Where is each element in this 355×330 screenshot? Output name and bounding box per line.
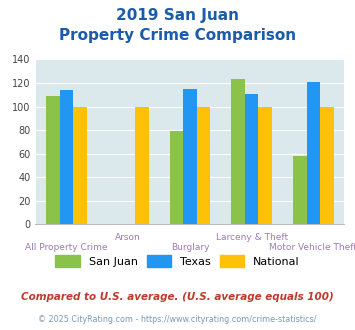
Bar bbox=[46, 96, 60, 224]
Text: Motor Vehicle Theft: Motor Vehicle Theft bbox=[269, 243, 355, 251]
Bar bbox=[307, 82, 320, 224]
Bar bbox=[135, 107, 148, 224]
Legend: San Juan, Texas, National: San Juan, Texas, National bbox=[55, 255, 300, 267]
Bar bbox=[183, 89, 197, 224]
Bar bbox=[258, 107, 272, 224]
Text: Property Crime Comparison: Property Crime Comparison bbox=[59, 28, 296, 43]
Text: Larceny & Theft: Larceny & Theft bbox=[215, 233, 288, 242]
Bar bbox=[231, 80, 245, 224]
Text: 2019 San Juan: 2019 San Juan bbox=[116, 8, 239, 23]
Bar bbox=[245, 94, 258, 224]
Bar bbox=[293, 156, 307, 224]
Text: Arson: Arson bbox=[115, 233, 141, 242]
Bar bbox=[170, 131, 183, 224]
Bar bbox=[197, 107, 210, 224]
Bar bbox=[320, 107, 334, 224]
Text: Compared to U.S. average. (U.S. average equals 100): Compared to U.S. average. (U.S. average … bbox=[21, 292, 334, 302]
Bar bbox=[60, 90, 73, 224]
Text: All Property Crime: All Property Crime bbox=[25, 243, 108, 251]
Text: Burglary: Burglary bbox=[171, 243, 209, 251]
Bar bbox=[73, 107, 87, 224]
Text: © 2025 CityRating.com - https://www.cityrating.com/crime-statistics/: © 2025 CityRating.com - https://www.city… bbox=[38, 315, 317, 324]
